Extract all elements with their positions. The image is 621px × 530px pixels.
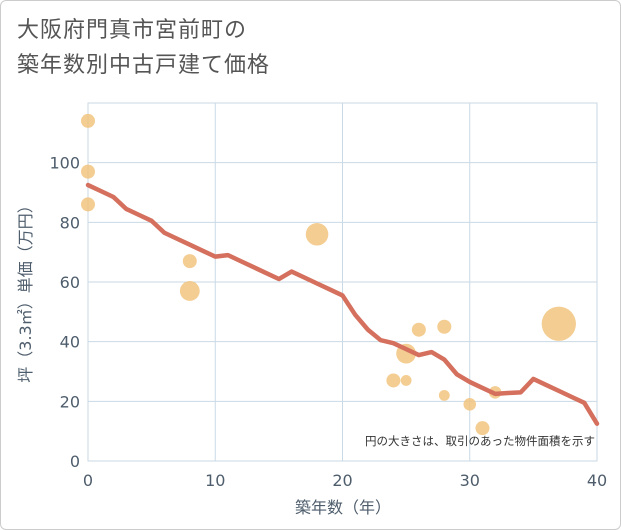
grid-lines bbox=[87, 102, 598, 462]
x-tick-label: 30 bbox=[460, 471, 480, 490]
bubble-point bbox=[81, 197, 95, 212]
y-axis-label: 坪（3.3㎡）単価（万円） bbox=[16, 197, 35, 382]
bubble-point bbox=[179, 281, 200, 301]
bubble-point bbox=[411, 322, 426, 337]
x-tick-label: 0 bbox=[83, 471, 93, 490]
trend-line bbox=[85, 182, 600, 426]
bubble-point bbox=[305, 222, 329, 246]
title-line-1: 大阪府門真市宮前町の bbox=[17, 18, 248, 43]
bubble-point bbox=[475, 421, 490, 436]
bubble-point bbox=[400, 375, 412, 386]
y-tick-label: 80 bbox=[60, 213, 80, 232]
bubble-point bbox=[81, 164, 95, 179]
y-tick-label: 40 bbox=[60, 333, 80, 352]
bubble-point bbox=[541, 306, 576, 341]
x-axis-label: 築年数（年） bbox=[295, 498, 391, 517]
bubble-series bbox=[81, 113, 576, 436]
y-tick-label: 100 bbox=[49, 154, 80, 173]
bubble-point bbox=[463, 398, 477, 411]
bubble-point bbox=[81, 113, 95, 128]
trend-line-series bbox=[85, 182, 600, 426]
x-tick-label: 40 bbox=[587, 471, 607, 490]
y-tick-label: 20 bbox=[60, 392, 80, 411]
title-line-2: 築年数別中古戸建て価格 bbox=[17, 53, 271, 78]
x-tick-label: 10 bbox=[205, 471, 225, 490]
bubble-point bbox=[386, 373, 401, 388]
chart-title: 大阪府門真市宮前町の 築年数別中古戸建て価格 bbox=[17, 13, 577, 83]
bubble-point bbox=[437, 319, 452, 334]
axis-ticks: 0 10 20 30 40 0 20 40 60 80 100 bbox=[49, 154, 607, 490]
y-tick-label: 60 bbox=[60, 273, 80, 292]
bubble-point bbox=[182, 254, 197, 269]
y-tick-label: 0 bbox=[70, 452, 80, 471]
bubble-point bbox=[438, 389, 450, 401]
size-note: 円の大きさは、取引のあった物件面積を示す bbox=[365, 434, 595, 448]
x-tick-label: 20 bbox=[332, 471, 352, 490]
